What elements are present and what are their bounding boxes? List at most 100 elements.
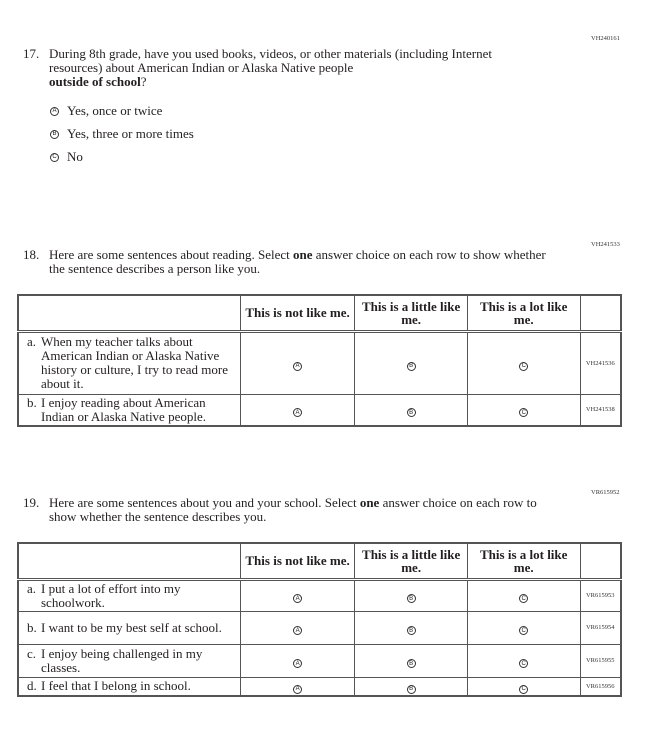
answer-cell[interactable]: A (239, 676, 356, 697)
option-label: Yes, three or more times (67, 126, 194, 141)
question-18: 18. Here are some sentences about readin… (23, 248, 563, 276)
column-header: This is not like me. (239, 542, 356, 580)
question-number: 18. (23, 247, 40, 262)
row-code: VH241536 (579, 330, 622, 395)
radio-bubble-icon[interactable]: C (519, 684, 529, 694)
radio-bubble-icon[interactable]: B (406, 684, 416, 694)
statement-text: I enjoy reading about American Indian or… (41, 394, 206, 424)
radio-bubble-icon[interactable]: A (293, 659, 303, 668)
statement-cell: d. I feel that I belong in school. (17, 676, 241, 697)
question-17: 17. During 8th grade, have you used book… (23, 47, 523, 89)
radio-bubble-icon[interactable]: B (406, 594, 416, 603)
answer-cell[interactable]: A (239, 330, 356, 395)
empty-header (17, 294, 241, 332)
radio-bubble-icon[interactable]: B (406, 361, 416, 371)
question-emphasis: one (359, 495, 380, 510)
column-header: This is not like me. (239, 294, 356, 332)
radio-bubble-icon[interactable]: B (406, 626, 416, 635)
answer-cell[interactable]: C (466, 676, 581, 697)
answer-cell[interactable]: A (239, 578, 356, 612)
question-text-b: answer choice on each row to show whethe… (49, 495, 537, 524)
radio-bubble-icon[interactable]: A (293, 361, 303, 371)
statement-cell: b. I want to be my best self at school. (17, 610, 241, 645)
answer-cell[interactable]: C (466, 330, 581, 395)
question-text-b: answer choice on each row to show whethe… (49, 247, 546, 276)
row-code: VR615953 (579, 578, 622, 612)
question-text-a: Here are some sentences about you and yo… (49, 495, 360, 510)
empty-header (579, 542, 622, 580)
header-row: This is not like me. This is a little lik… (17, 542, 622, 580)
table-row: a. When my teacher talks about American I… (17, 330, 622, 395)
table-row: c. I enjoy being challenged in my classes… (17, 643, 622, 678)
item-code: VH240161 (591, 35, 620, 42)
question-text: Here are some sentences about you and yo… (49, 496, 563, 524)
question-number: 17. (23, 46, 40, 61)
question-text-plain: During 8th grade, have you used books, v… (49, 46, 492, 75)
answer-cell[interactable]: B (354, 330, 468, 395)
answer-cell[interactable]: B (354, 578, 468, 612)
row-code: VR615955 (579, 643, 622, 678)
option-label: No (67, 149, 83, 164)
radio-bubble-icon[interactable]: C (519, 361, 529, 371)
row-letter: b. (27, 619, 37, 635)
statement-text: I put a lot of effort into my schoolwork… (41, 580, 181, 610)
row-letter: b. (27, 394, 37, 410)
question-text: During 8th grade, have you used books, v… (49, 47, 523, 89)
statement-text: I want to be my best self at school. (41, 619, 222, 635)
answer-cell[interactable]: B (354, 610, 468, 645)
item-code: VR615952 (591, 489, 620, 496)
question-text-a: Here are some sentences about reading. S… (49, 247, 294, 262)
radio-bubble-icon[interactable]: B (406, 408, 416, 418)
radio-bubble-icon[interactable]: C (519, 626, 529, 635)
answer-cell[interactable]: B (354, 393, 468, 427)
radio-bubble-icon[interactable]: B (406, 659, 416, 668)
row-code: VR615954 (579, 610, 622, 645)
item-code: VH241533 (591, 241, 620, 248)
question-number: 19. (23, 495, 40, 510)
header-row: This is not like me. This is a little lik… (17, 294, 622, 332)
radio-bubble-icon[interactable]: C (519, 659, 529, 668)
option-b[interactable]: B Yes, three or more times (50, 126, 194, 142)
option-label: Yes, once or twice (67, 103, 163, 118)
radio-bubble-icon[interactable]: A (293, 626, 303, 635)
table-row: d. I feel that I belong in school. A B C VR61… (17, 676, 622, 697)
table-row: a. I put a lot of effort into my schoolwo… (17, 578, 622, 612)
answer-cell[interactable]: A (239, 393, 356, 427)
question-emphasis: outside of school (49, 74, 141, 89)
answer-cell[interactable]: B (354, 643, 468, 678)
radio-bubble-icon[interactable]: A (293, 408, 303, 418)
statement-text: I feel that I belong in school. (41, 678, 191, 694)
answer-cell[interactable]: A (239, 643, 356, 678)
radio-bubble-icon[interactable]: A (293, 594, 303, 603)
radio-bubble-icon[interactable]: C (50, 152, 59, 162)
column-header: This is a little like me. (354, 542, 468, 580)
statement-cell: a. I put a lot of effort into my schoolwo… (17, 578, 241, 612)
row-letter: a. (27, 580, 37, 596)
column-header: This is a lot like me. (466, 294, 581, 332)
answer-cell[interactable]: B (354, 676, 468, 697)
row-letter: d. (27, 678, 37, 694)
column-header: This is a lot like me. (466, 542, 581, 580)
answer-cell[interactable]: C (466, 393, 581, 427)
radio-bubble-icon[interactable]: A (50, 106, 59, 116)
answer-cell[interactable]: A (239, 610, 356, 645)
table-row: b. I enjoy reading about American Indian … (17, 393, 622, 427)
row-letter: a. (27, 334, 37, 349)
question-text-end: ? (140, 74, 147, 89)
radio-bubble-icon[interactable]: C (519, 594, 529, 603)
option-a[interactable]: A Yes, once or twice (50, 103, 162, 119)
option-c[interactable]: C No (50, 149, 83, 165)
answer-cell[interactable]: C (466, 610, 581, 645)
column-header: This is a little like me. (354, 294, 468, 332)
statement-cell: a. When my teacher talks about American I… (17, 330, 241, 395)
question-19: 19. Here are some sentences about you an… (23, 496, 563, 524)
statement-text: When my teacher talks about American Ind… (41, 334, 228, 391)
radio-bubble-icon[interactable]: A (293, 684, 303, 694)
answer-cell[interactable]: C (466, 578, 581, 612)
answer-cell[interactable]: C (466, 643, 581, 678)
statement-cell: b. I enjoy reading about American Indian … (17, 393, 241, 427)
question-text: Here are some sentences about reading. S… (49, 248, 563, 276)
radio-bubble-icon[interactable]: B (50, 129, 59, 139)
radio-bubble-icon[interactable]: C (519, 408, 529, 418)
